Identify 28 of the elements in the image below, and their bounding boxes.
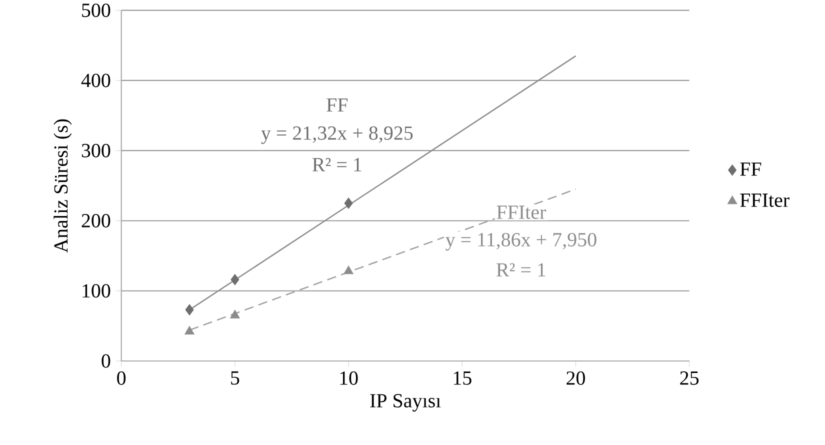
y-tick-label: 200	[82, 214, 110, 228]
legend-label: FF	[740, 162, 762, 176]
annotation: FFIter	[496, 206, 546, 219]
annotation: y = 21,32x + 8,925	[261, 126, 413, 144]
point	[344, 266, 354, 274]
x-tick-label: 5	[231, 371, 240, 385]
y-tick-label: 400	[81, 74, 110, 88]
y-tick-label: 100	[82, 284, 110, 298]
y-tick-label: 0	[102, 354, 110, 368]
x-tick-label: 10	[340, 371, 358, 385]
point	[344, 198, 353, 209]
legend-label: FFIter	[740, 194, 790, 207]
annotation: R² = 1	[496, 263, 546, 276]
x-tick-label: 25	[680, 371, 699, 385]
x-tick-label: 20	[566, 371, 585, 385]
x-tick-label: 15	[454, 371, 472, 385]
point	[184, 326, 194, 334]
annotation: FF	[326, 98, 348, 112]
y-tick-label: 300	[82, 144, 110, 158]
point	[230, 310, 240, 318]
point	[230, 274, 240, 286]
annotation: y = 11,86x + 7,950	[446, 232, 596, 251]
point	[185, 304, 194, 316]
x-axis-title: IP Sayısı	[370, 394, 441, 412]
y-axis-title: Analiz Süresi (s)	[54, 119, 72, 253]
x-tick-label: 0	[117, 371, 126, 385]
y-tick-label: 500	[82, 4, 110, 18]
annotation: R² = 1	[312, 158, 362, 172]
